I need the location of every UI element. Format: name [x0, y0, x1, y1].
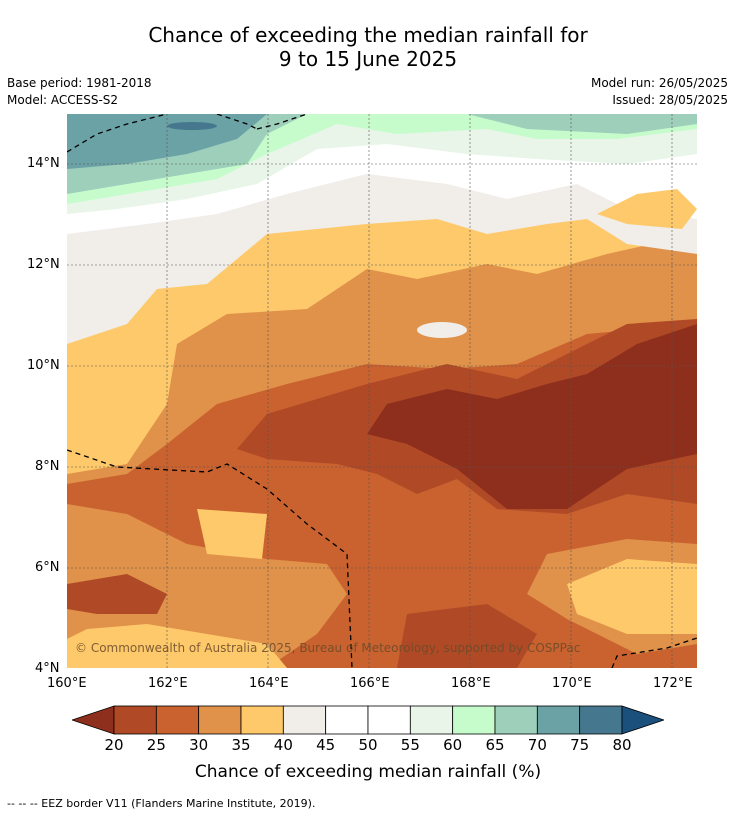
colorbar-tick-label: 20	[104, 736, 124, 754]
eez-border-se	[611, 637, 697, 668]
region-20-25	[367, 324, 697, 509]
base-period: Base period: 1981-2018	[7, 76, 152, 90]
colorbar-segment-11	[579, 705, 623, 735]
colorbar-segment-0	[113, 705, 157, 735]
lon-label-162: 162°E	[148, 676, 188, 691]
colorbar-arrow-low	[72, 705, 115, 735]
colorbar-segment-6	[367, 705, 411, 735]
region-sw-yellow	[197, 509, 267, 559]
colorbar-segment-10	[536, 705, 581, 735]
eez-borders	[67, 114, 697, 668]
colorbar-tick-label: 70	[527, 736, 547, 754]
colorbar-arrow-high	[621, 705, 664, 735]
eez-border-n	[216, 114, 308, 130]
lon-label-168: 168°E	[451, 676, 491, 691]
region-small-beige	[417, 322, 467, 338]
lat-label-8: 8°N	[35, 459, 60, 474]
colorbar-tick-label: 80	[612, 736, 632, 754]
lat-label-14: 14°N	[27, 156, 60, 171]
colorbar-segment-2	[198, 705, 242, 735]
title-line-2: 9 to 15 June 2025	[278, 47, 458, 71]
colorbar-segment-8	[452, 705, 496, 735]
colorbar-tick-label: 40	[273, 736, 293, 754]
eez-border-w	[67, 449, 353, 668]
model-run: Model run: 26/05/2025	[590, 76, 728, 90]
colorbar-segment-3	[240, 705, 284, 735]
region-75-80	[167, 122, 217, 130]
model-name: Model: ACCESS-S2	[7, 93, 119, 107]
colorbar	[72, 705, 664, 735]
lat-label-10: 10°N	[27, 358, 60, 373]
colorbar-tick-label: 35	[231, 736, 251, 754]
region-sw-yellow-2	[67, 624, 287, 668]
title-line-1: Chance of exceeding the median rainfall …	[148, 23, 588, 47]
colorbar-tick-label: 75	[570, 736, 590, 754]
colorbar-tick-label: 50	[358, 736, 378, 754]
region-65-70-east	[467, 114, 697, 134]
region-se-yellow	[567, 559, 697, 634]
region-sw-brown	[67, 574, 167, 614]
rainfall-map	[67, 114, 697, 668]
lon-label-172: 172°E	[653, 676, 693, 691]
lon-label-166: 166°E	[350, 676, 390, 691]
lon-label-170: 170°E	[552, 676, 592, 691]
map-grid	[67, 114, 697, 668]
colorbar-tick-label: 25	[146, 736, 166, 754]
colorbar-tick-label: 45	[316, 736, 336, 754]
colorbar-segment-5	[325, 705, 369, 735]
colorbar-segment-9	[494, 705, 538, 735]
issued-date: Issued: 28/05/2025	[612, 93, 728, 107]
colorbar-tick-label: 60	[443, 736, 463, 754]
map-svg	[67, 114, 697, 668]
lon-label-164: 164°E	[249, 676, 289, 691]
region-s-brown	[397, 604, 537, 668]
lat-label-12: 12°N	[27, 257, 60, 272]
lat-label-4: 4°N	[35, 661, 60, 676]
copyright-notice: © Commonwealth of Australia 2025, Bureau…	[75, 641, 581, 655]
colorbar-tick-label: 30	[189, 736, 209, 754]
footnote-eez: -- -- -- EEZ border V11 (Flanders Marine…	[7, 797, 316, 810]
colorbar-title: Chance of exceeding median rainfall (%)	[194, 762, 542, 782]
colorbar-segment-1	[155, 705, 200, 735]
colorbar-tick-label: 65	[485, 736, 505, 754]
lat-label-6: 6°N	[35, 560, 60, 575]
lon-label-160: 160°E	[47, 676, 87, 691]
colorbar-segment-4	[282, 705, 327, 735]
colorbar-segment-7	[409, 705, 454, 735]
colorbar-tick-label: 55	[400, 736, 420, 754]
